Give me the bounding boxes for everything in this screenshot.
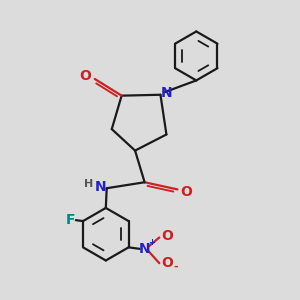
Text: H: H: [84, 179, 93, 189]
Text: N: N: [94, 180, 106, 194]
Text: O: O: [79, 69, 91, 83]
Text: N: N: [161, 86, 173, 100]
Text: O: O: [162, 229, 174, 243]
Text: O: O: [181, 185, 192, 199]
Text: -: -: [173, 262, 178, 272]
Text: +: +: [148, 238, 155, 247]
Text: F: F: [66, 213, 75, 226]
Text: N: N: [139, 242, 151, 256]
Text: O: O: [162, 256, 174, 270]
